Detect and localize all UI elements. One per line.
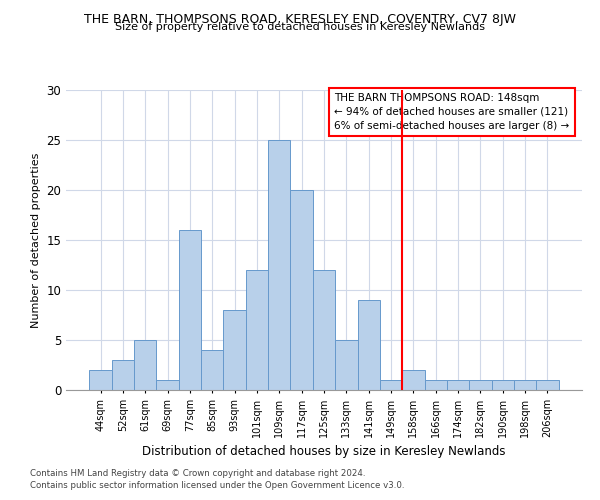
Text: THE BARN THOMPSONS ROAD: 148sqm
← 94% of detached houses are smaller (121)
6% of: THE BARN THOMPSONS ROAD: 148sqm ← 94% of…: [334, 93, 569, 131]
Bar: [514, 380, 536, 390]
Text: THE BARN, THOMPSONS ROAD, KERESLEY END, COVENTRY, CV7 8JW: THE BARN, THOMPSONS ROAD, KERESLEY END, …: [84, 12, 516, 26]
X-axis label: Distribution of detached houses by size in Keresley Newlands: Distribution of detached houses by size …: [142, 446, 506, 458]
Bar: [223, 310, 246, 390]
Bar: [402, 370, 425, 390]
Bar: [134, 340, 157, 390]
Bar: [246, 270, 268, 390]
Bar: [89, 370, 112, 390]
Bar: [447, 380, 469, 390]
Bar: [157, 380, 179, 390]
Y-axis label: Number of detached properties: Number of detached properties: [31, 152, 41, 328]
Text: Contains HM Land Registry data © Crown copyright and database right 2024.: Contains HM Land Registry data © Crown c…: [30, 468, 365, 477]
Bar: [290, 190, 313, 390]
Bar: [491, 380, 514, 390]
Bar: [201, 350, 223, 390]
Bar: [112, 360, 134, 390]
Bar: [313, 270, 335, 390]
Bar: [358, 300, 380, 390]
Bar: [179, 230, 201, 390]
Bar: [380, 380, 402, 390]
Bar: [536, 380, 559, 390]
Bar: [425, 380, 447, 390]
Text: Contains public sector information licensed under the Open Government Licence v3: Contains public sector information licen…: [30, 481, 404, 490]
Bar: [268, 140, 290, 390]
Text: Size of property relative to detached houses in Keresley Newlands: Size of property relative to detached ho…: [115, 22, 485, 32]
Bar: [469, 380, 491, 390]
Bar: [335, 340, 358, 390]
